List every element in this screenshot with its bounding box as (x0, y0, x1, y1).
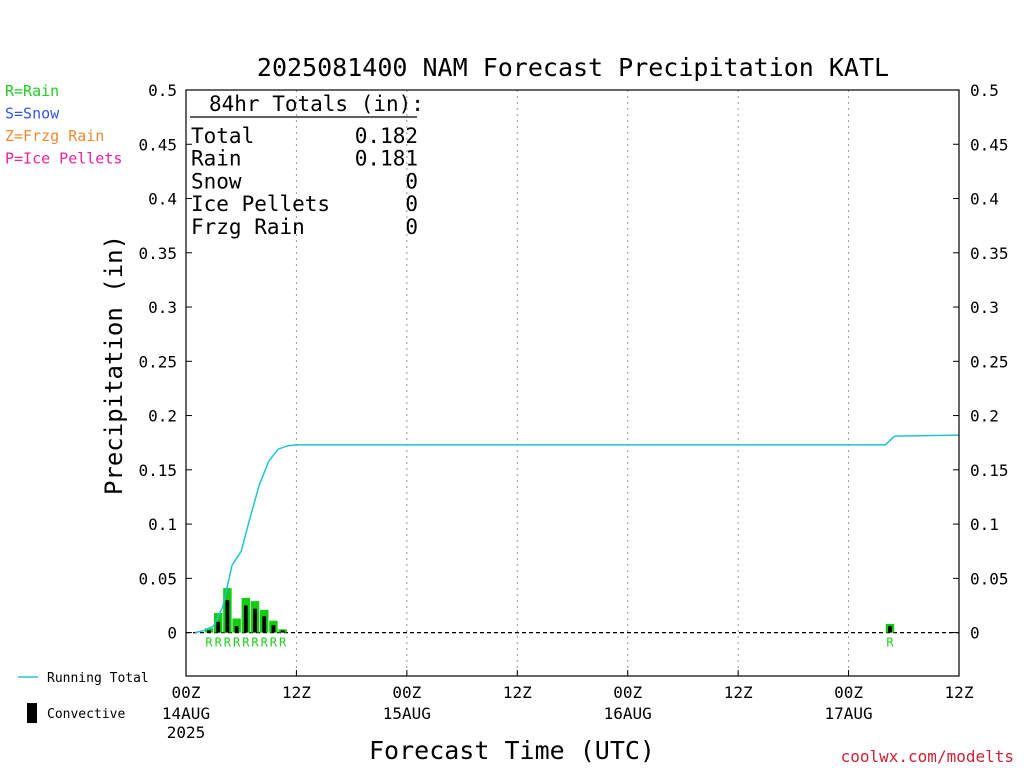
type-legend-item: S=Snow (5, 105, 60, 123)
y-tick-label: 0 (970, 624, 980, 643)
y-tick-label: 0.15 (138, 461, 177, 480)
totals-row-label: Ice Pellets (191, 192, 330, 216)
x-tick-date-label: 17AUG (824, 704, 872, 723)
totals-heading: 84hr Totals (in): (209, 92, 424, 116)
y-axis-left-ticks: 0 0.05 0.1 0.15 0.2 0.25 0.3 0.35 0.4 0.45 0.5 (138, 81, 192, 643)
rain-type-marker: R (215, 636, 223, 650)
y-tick-label: 0.4 (148, 190, 177, 209)
y-tick-label: 0.05 (970, 569, 1009, 588)
y-tick-label: 0.3 (148, 298, 177, 317)
precip-type-legend: R=Rain S=Snow Z=Frzg Rain P=Ice Pellets (5, 82, 122, 168)
rain-type-marker: R (205, 636, 213, 650)
x-tick-label: 12Z (945, 683, 974, 702)
rain-type-marker: R (886, 636, 894, 650)
convective-bar (253, 608, 257, 633)
y-tick-label: 0.35 (970, 244, 1009, 263)
y-tick-label: 0.2 (970, 407, 999, 426)
totals-box: 84hr Totals (in): Total 0.182 Rain 0.181 Sno… (190, 92, 424, 239)
vertical-gridlines (295, 90, 850, 676)
type-legend-item: Z=Frzg Rain (5, 127, 104, 145)
totals-row-value: 0.182 (355, 124, 418, 148)
plot-frame (185, 89, 960, 677)
totals-row-value: 0 (405, 215, 418, 239)
type-legend-item: R=Rain (5, 82, 59, 100)
x-tick-label: 00Z (392, 683, 421, 702)
site-credit: coolwx.com/modelts (841, 747, 1014, 766)
x-tick-label: 00Z (834, 683, 863, 702)
x-tick-label: 00Z (613, 683, 642, 702)
y-tick-label: 0.1 (148, 515, 177, 534)
convective-bar (262, 616, 267, 633)
y-axis-label: Precipitation (in) (100, 235, 128, 495)
running-total-legend-label: Running Total (47, 671, 149, 686)
convective-bar (207, 630, 211, 633)
totals-row-value: 0.181 (355, 147, 418, 171)
rain-type-marker: R (270, 636, 278, 650)
convective-bar (888, 626, 892, 633)
convective-bar (243, 605, 248, 633)
convective-bar (225, 600, 230, 633)
x-tick-label: 12Z (282, 683, 311, 702)
convective-bar (271, 624, 276, 633)
y-tick-label: 0.25 (138, 352, 177, 371)
rain-type-marker: R (224, 636, 232, 650)
y-tick-label: 0.5 (148, 81, 177, 100)
y-tick-label: 0.4 (970, 190, 999, 209)
rain-bar (232, 618, 241, 633)
chart-title: 2025081400 NAM Forecast Precipitation KA… (257, 53, 889, 82)
totals-row-label: Rain (191, 147, 242, 171)
running-total-line (195, 434, 960, 634)
totals-row-label: Snow (191, 169, 242, 193)
totals-row-label: Total (191, 124, 254, 148)
x-tick-date-label: 14AUG (162, 704, 210, 723)
convective-bar (280, 630, 285, 633)
totals-row-label: Frzg Rain (191, 215, 305, 239)
convective-bar (234, 626, 239, 633)
x-axis-label: Forecast Time (UTC) (369, 736, 655, 765)
x-tick-label: 12Z (724, 683, 753, 702)
y-tick-label: 0.35 (138, 244, 177, 263)
x-tick-date-label: 16AUG (604, 704, 652, 723)
x-tick-date-label: 2025 (167, 723, 206, 742)
y-tick-label: 0.15 (970, 461, 1009, 480)
y-axis-right-ticks: 0 0.05 0.1 0.15 0.2 0.25 0.3 0.35 0.4 0.45 0.5 (953, 81, 1009, 643)
convective-legend-label: Convective (47, 707, 125, 722)
y-tick-label: 0.2 (148, 407, 177, 426)
x-tick-date-label: 15AUG (383, 704, 431, 723)
rain-type-marker: R (242, 636, 250, 650)
precip-bars (204, 588, 895, 633)
totals-row-value: 0 (405, 192, 418, 216)
y-tick-label: 0.05 (138, 569, 177, 588)
totals-row-value: 0 (405, 169, 418, 193)
y-tick-label: 0.25 (970, 352, 1009, 371)
y-tick-label: 0.1 (970, 515, 999, 534)
rain-type-marker: R (279, 636, 287, 650)
y-tick-label: 0.45 (138, 135, 177, 154)
y-tick-label: 0.3 (970, 298, 999, 317)
y-tick-label: 0.5 (970, 81, 999, 100)
x-tick-label: 12Z (503, 683, 532, 702)
x-tick-label: 00Z (172, 683, 201, 702)
series-legend: Running Total Convective (18, 671, 149, 723)
rain-type-marker: R (261, 636, 269, 650)
convective-bar (216, 621, 221, 633)
rain-type-marker: R (233, 636, 241, 650)
y-tick-label: 0.45 (970, 135, 1009, 154)
convective-legend-swatch (27, 703, 37, 723)
y-tick-label: 0 (167, 624, 177, 643)
rain-type-marker: R (251, 636, 259, 650)
type-legend-item: P=Ice Pellets (5, 150, 122, 168)
